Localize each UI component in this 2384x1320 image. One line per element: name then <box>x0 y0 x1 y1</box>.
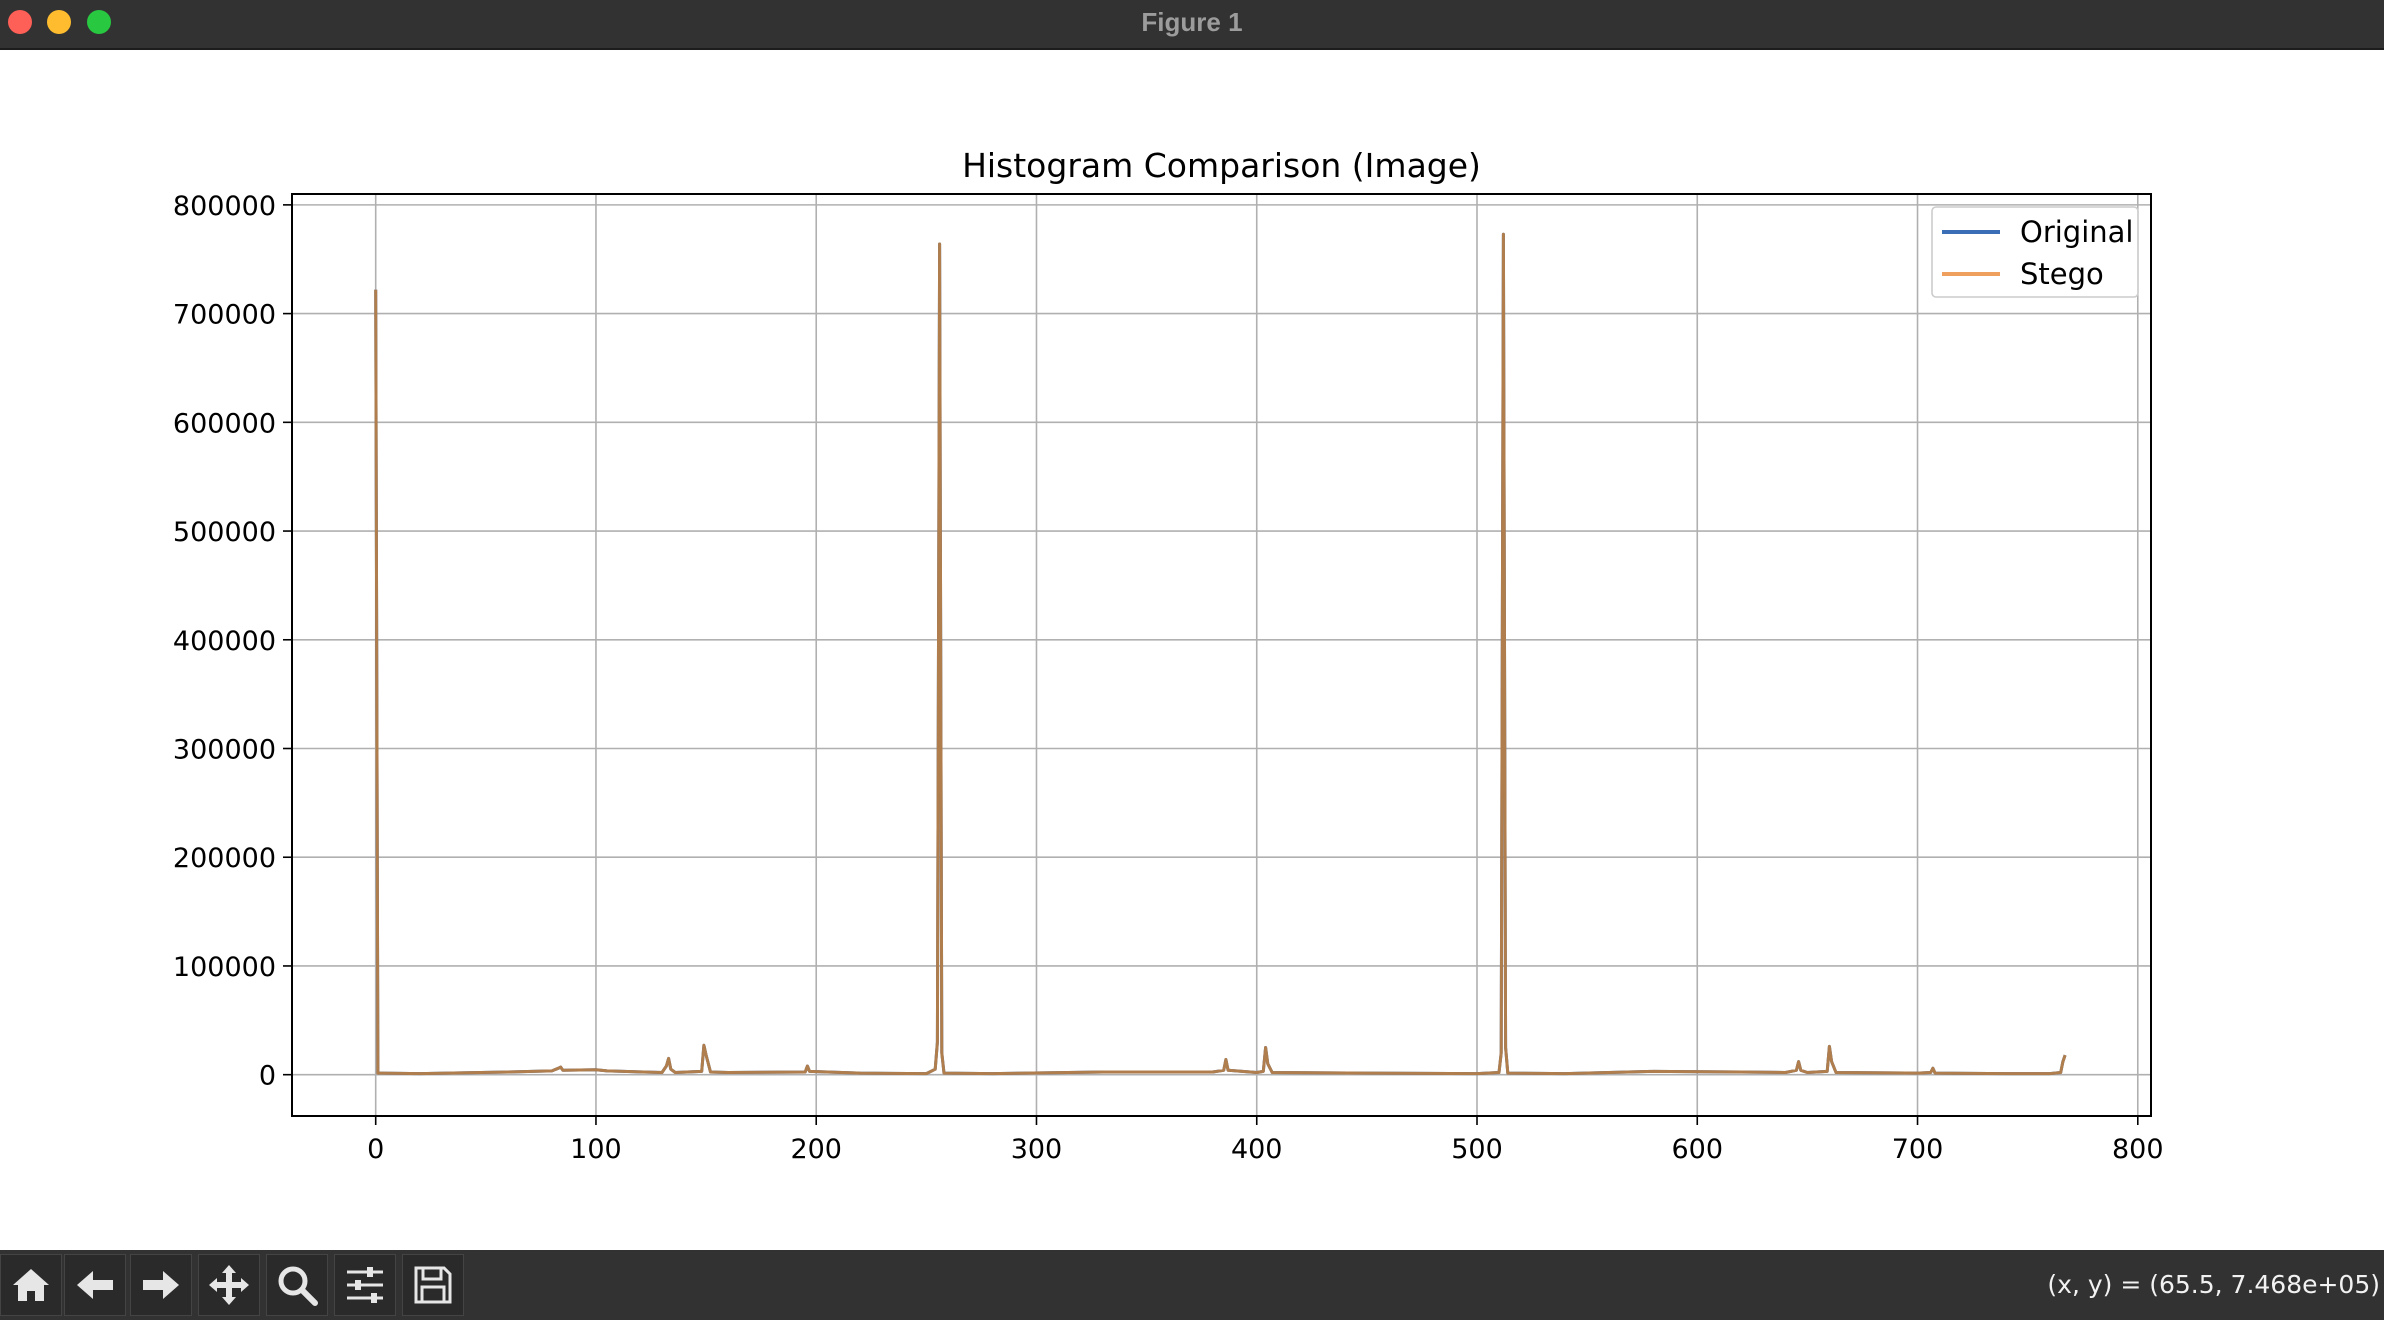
chart-title: Histogram Comparison (Image) <box>962 146 1481 185</box>
back-arrow-icon <box>73 1263 117 1307</box>
maximize-window-button[interactable] <box>87 10 111 34</box>
x-tick-label: 700 <box>1892 1134 1944 1165</box>
figure-canvas[interactable]: 0 100 200 300 400 500 600 700 800 0 100000 200000 30… <box>0 50 2384 1250</box>
series-line-stego <box>374 232 2067 1076</box>
chart: 0 100 200 300 400 500 600 700 800 0 100000 200000 30… <box>173 146 2164 1165</box>
coordinate-readout: (x, y) = (65.5, 7.468e+05) <box>2047 1270 2380 1299</box>
save-button[interactable] <box>402 1254 464 1316</box>
y-tick-label: 200000 <box>173 843 276 874</box>
y-tick-label: 400000 <box>173 626 276 657</box>
pan-icon <box>207 1263 251 1307</box>
x-tick-label: 200 <box>790 1134 842 1165</box>
x-tick-label: 800 <box>2112 1134 2164 1165</box>
minimize-window-button[interactable] <box>47 10 71 34</box>
navigation-toolbar: (x, y) = (65.5, 7.468e+05) <box>0 1250 2384 1320</box>
x-tick-label: 400 <box>1231 1134 1283 1165</box>
legend: Original Stego <box>1931 206 2139 298</box>
x-tick-label: 600 <box>1671 1134 1723 1165</box>
x-tick-label: 0 <box>367 1134 384 1165</box>
home-icon <box>9 1263 53 1307</box>
back-button[interactable] <box>64 1254 126 1316</box>
x-tick-label: 500 <box>1451 1134 1503 1165</box>
y-tick-label: 100000 <box>173 952 276 983</box>
y-tick-label: 600000 <box>173 408 276 439</box>
zoom-button[interactable] <box>266 1254 328 1316</box>
y-tick-label: 300000 <box>173 735 276 766</box>
series-line-original <box>374 232 2067 1076</box>
configure-subplots-icon <box>343 1263 387 1307</box>
y-tick-label: 500000 <box>173 517 276 548</box>
forward-arrow-icon <box>139 1263 183 1307</box>
x-tick-label: 300 <box>1011 1134 1063 1165</box>
configure-subplots-button[interactable] <box>334 1254 396 1316</box>
window-title: Figure 1 <box>1141 7 1243 37</box>
close-window-button[interactable] <box>8 10 32 34</box>
pan-button[interactable] <box>198 1254 260 1316</box>
y-tick-label: 800000 <box>173 191 276 222</box>
axes-frame <box>291 193 2152 1117</box>
window-titlebar: Figure 1 <box>0 0 2384 50</box>
zoom-icon <box>275 1263 319 1307</box>
save-icon <box>411 1263 455 1307</box>
forward-button[interactable] <box>130 1254 192 1316</box>
home-button[interactable] <box>0 1254 62 1316</box>
legend-label-stego: Stego <box>2020 257 2104 291</box>
y-tick-label: 0 <box>259 1061 276 1092</box>
legend-label-original: Original <box>2020 215 2133 249</box>
y-tick-label: 700000 <box>173 300 276 331</box>
x-tick-label: 100 <box>570 1134 622 1165</box>
